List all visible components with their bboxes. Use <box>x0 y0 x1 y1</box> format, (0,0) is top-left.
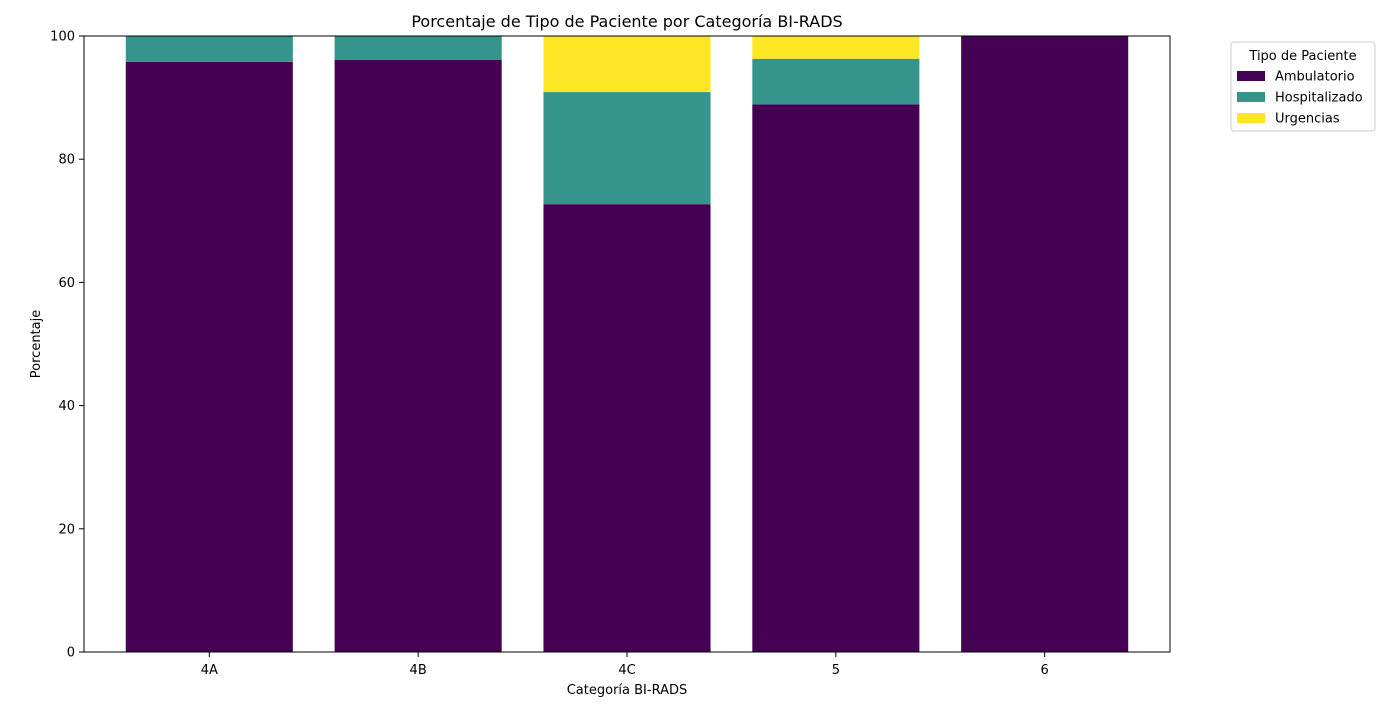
x-tick-label: 6 <box>1041 663 1049 678</box>
legend-swatch-urgencias <box>1237 113 1265 123</box>
y-tick-label: 100 <box>50 30 75 45</box>
x-tick-label: 4B <box>410 663 427 678</box>
legend-swatch-ambulatorio <box>1237 71 1265 81</box>
y-axis-label: Porcentaje <box>29 310 44 378</box>
legend-items: Ambulatorio Hospitalizado Urgencias <box>1237 70 1363 127</box>
legend-label-hospitalizado: Hospitalizado <box>1275 91 1363 106</box>
legend: Tipo de Paciente Ambulatorio Hospitalizad… <box>1230 41 1376 132</box>
y-tick-label: 0 <box>67 646 75 661</box>
bar-ambulatorio-6 <box>961 36 1129 652</box>
bar-ambulatorio-4a <box>125 61 293 653</box>
y-tick-label: 80 <box>58 153 75 168</box>
bar-hospitalizado-5 <box>752 58 920 105</box>
bar-hospitalizado-4a <box>125 36 293 62</box>
bar-hospitalizado-4c <box>543 92 711 205</box>
legend-frame <box>1230 41 1376 132</box>
y-tick-label: 20 <box>58 522 75 537</box>
legend-label-urgencias: Urgencias <box>1275 112 1340 127</box>
chart-title: Porcentaje de Tipo de Paciente por Categ… <box>411 12 842 31</box>
x-tick-label: 4C <box>618 663 635 678</box>
legend-title: Tipo de Paciente <box>1248 49 1356 64</box>
y-tick-label: 40 <box>58 399 75 414</box>
x-tick-label: 5 <box>832 663 840 678</box>
bar-ambulatorio-4c <box>543 204 711 653</box>
bar-hospitalizado-4b <box>334 36 502 61</box>
bar-urgencias-4c <box>543 36 711 93</box>
x-tick-label: 4A <box>201 663 218 678</box>
y-axis: 0 20 40 60 80 100 <box>50 30 84 661</box>
y-tick-label: 60 <box>58 276 75 291</box>
bar-ambulatorio-4b <box>334 60 502 652</box>
bars-group <box>125 36 1129 653</box>
bar-urgencias-5 <box>752 36 920 59</box>
x-axis-label: Categoría BI-RADS <box>567 683 688 698</box>
bar-ambulatorio-5 <box>752 104 920 652</box>
legend-swatch-hospitalizado <box>1237 92 1265 102</box>
x-axis: 4A 4B 4C 5 6 <box>201 652 1049 678</box>
legend-label-ambulatorio: Ambulatorio <box>1275 70 1355 85</box>
